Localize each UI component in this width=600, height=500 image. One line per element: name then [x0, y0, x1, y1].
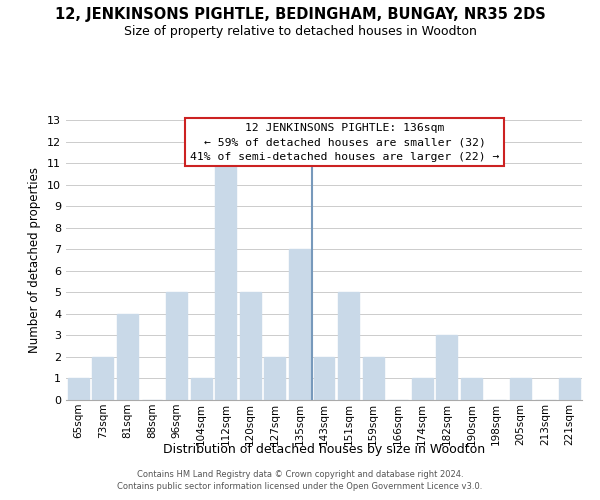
Bar	[215, 163, 236, 400]
Bar	[510, 378, 531, 400]
Text: 12, JENKINSONS PIGHTLE, BEDINGHAM, BUNGAY, NR35 2DS: 12, JENKINSONS PIGHTLE, BEDINGHAM, BUNGA…	[55, 8, 545, 22]
Bar	[436, 336, 457, 400]
Y-axis label: Number of detached properties: Number of detached properties	[28, 167, 41, 353]
Text: Size of property relative to detached houses in Woodton: Size of property relative to detached ho…	[124, 25, 476, 38]
Bar	[559, 378, 580, 400]
Text: Distribution of detached houses by size in Woodton: Distribution of detached houses by size …	[163, 442, 485, 456]
Bar	[117, 314, 138, 400]
Bar	[461, 378, 482, 400]
Bar	[240, 292, 261, 400]
Bar	[362, 357, 383, 400]
Bar	[92, 357, 113, 400]
Bar	[191, 378, 212, 400]
Bar	[265, 357, 286, 400]
Bar	[314, 357, 334, 400]
Bar	[338, 292, 359, 400]
Bar	[68, 378, 89, 400]
Bar	[289, 249, 310, 400]
Text: Contains public sector information licensed under the Open Government Licence v3: Contains public sector information licen…	[118, 482, 482, 491]
Bar	[166, 292, 187, 400]
Text: Contains HM Land Registry data © Crown copyright and database right 2024.: Contains HM Land Registry data © Crown c…	[137, 470, 463, 479]
Text: 12 JENKINSONS PIGHTLE: 136sqm
← 59% of detached houses are smaller (32)
41% of s: 12 JENKINSONS PIGHTLE: 136sqm ← 59% of d…	[190, 123, 499, 162]
Bar	[412, 378, 433, 400]
